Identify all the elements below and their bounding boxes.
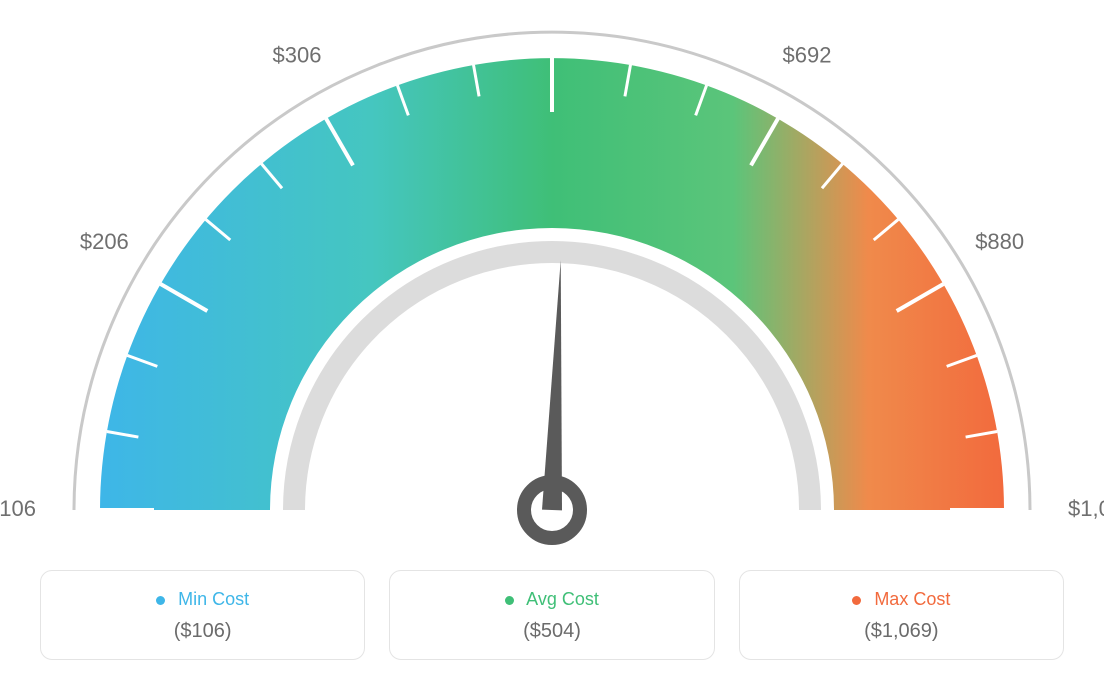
scale-label: $692 [783,42,832,67]
scale-label: $306 [273,42,322,67]
scale-label: $1,069 [1068,496,1104,521]
max-cost-card: Max Cost ($1,069) [739,570,1064,660]
min-cost-value: ($106) [51,620,354,643]
avg-dot-icon [505,596,514,605]
min-dot-icon [156,596,165,605]
avg-cost-value: ($504) [400,620,703,643]
min-cost-title: Min Cost [51,589,354,610]
summary-cards: Min Cost ($106) Avg Cost ($504) Max Cost… [0,570,1104,660]
max-dot-icon [852,596,861,605]
max-cost-value: ($1,069) [750,620,1053,643]
min-cost-label: Min Cost [178,589,249,609]
scale-label: $106 [0,496,36,521]
gauge-area: $106$206$306$504$692$880$1,069 [0,0,1104,560]
scale-label: $880 [975,229,1024,254]
chart-container: $106$206$306$504$692$880$1,069 Min Cost … [0,0,1104,690]
max-cost-label: Max Cost [874,589,950,609]
avg-cost-card: Avg Cost ($504) [389,570,714,660]
min-cost-card: Min Cost ($106) [40,570,365,660]
gauge-svg: $106$206$306$504$692$880$1,069 [0,0,1104,560]
needle [542,260,562,510]
max-cost-title: Max Cost [750,589,1053,610]
avg-cost-title: Avg Cost [400,589,703,610]
avg-cost-label: Avg Cost [526,589,599,609]
scale-label: $206 [80,229,129,254]
